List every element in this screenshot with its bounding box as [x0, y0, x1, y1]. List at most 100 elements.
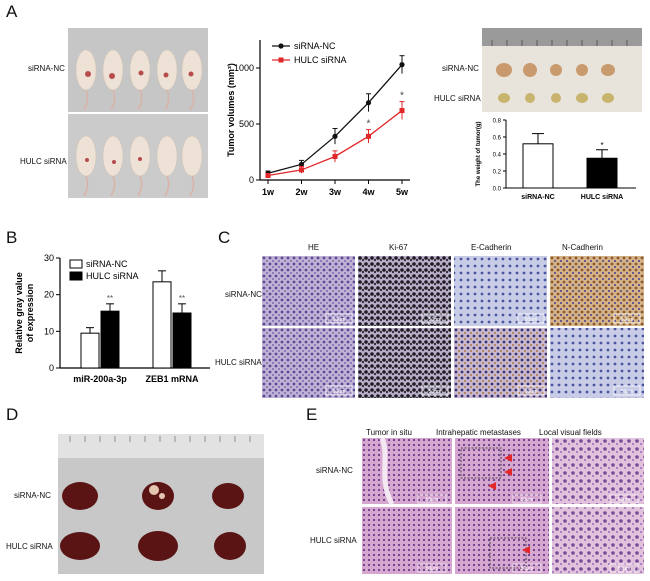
he-col-in-situ: Tumor in situ — [366, 428, 412, 437]
ihc-col-he: HE — [308, 243, 320, 252]
x-tick-label: siRNA-NC — [521, 194, 554, 201]
scale-bar-label: 50μm — [618, 566, 631, 572]
scale-bar-label: 50μm — [333, 317, 346, 323]
y-axis-label-line1: Relative gray value — [14, 272, 24, 354]
ihc-grid-illustration: 50μm 50μm 50μm 50μm 50μm 50μm 50μm 50μm — [262, 256, 644, 398]
bar — [80, 332, 100, 369]
y-tick-label: 0.6 — [493, 136, 502, 142]
panel-letter-b: B — [6, 228, 18, 247]
ihc-row-hulc: HULC siRNA — [215, 358, 262, 367]
bar — [172, 312, 192, 369]
y-tick-label: 10 — [44, 326, 54, 336]
bar — [152, 281, 172, 369]
scale-bar-label: 50μm — [621, 389, 634, 395]
tumor-label-nc: siRNA-NC — [442, 64, 479, 73]
y-tick-label: 0 — [249, 175, 254, 185]
scale-bar-label: 50μm — [429, 317, 442, 323]
tumor-label-hulc: HULC siRNA — [434, 94, 481, 103]
y-tick-label: 30 — [44, 253, 54, 263]
legend-label: HULC siRNA — [86, 271, 139, 281]
scale-bar — [609, 494, 639, 504]
y-tick-label: 20 — [44, 290, 54, 300]
scale-bar — [512, 494, 542, 504]
y-tick-label: 0.0 — [493, 187, 502, 193]
liver-photo — [58, 434, 264, 574]
data-point — [399, 62, 405, 68]
mice-photo — [68, 28, 208, 198]
data-point — [298, 161, 305, 167]
y-axis-label-line2: of expression — [25, 284, 35, 343]
x-tick-label: HULC siRNA — [581, 194, 623, 201]
tumor-photo — [482, 28, 642, 112]
scale-bar — [512, 563, 542, 573]
legend-swatch — [69, 259, 83, 269]
significance-star: * — [600, 141, 603, 150]
ihc-col-ncad: N-Cadherin — [562, 243, 603, 252]
he-image-grid: 50μm 50μm 50μm 50μm 50μm 50μm — [362, 437, 644, 574]
scale-bar — [417, 494, 447, 504]
data-point — [366, 133, 371, 139]
x-tick-label: ZEB1 mRNA — [145, 374, 199, 384]
he-col-metastases: Intrahepatic metastases — [436, 428, 521, 437]
mice-label-nc: siRNA-NC — [28, 64, 65, 73]
y-tick-label: 0.8 — [493, 119, 502, 125]
x-tick-label: 3w — [329, 187, 342, 197]
mice-illustration — [68, 28, 208, 198]
data-point — [265, 173, 271, 179]
data-point — [365, 100, 372, 106]
he-row-hulc: HULC siRNA — [310, 536, 357, 545]
he-col-local: Local visual fields — [539, 428, 602, 437]
legend-label: siRNA-NC — [86, 259, 128, 269]
liver-label-hulc: HULC siRNA — [6, 542, 53, 551]
data-point — [399, 108, 405, 114]
scale-bar-label: 50μm — [429, 389, 442, 395]
scale-bar-label: 50μm — [426, 497, 439, 503]
mice-label-hulc: HULC siRNA — [20, 157, 67, 166]
scale-bar-label: 50μm — [621, 317, 634, 323]
legend-label: siRNA-NC — [294, 41, 336, 51]
scale-bar-label: 50μm — [521, 566, 534, 572]
x-tick-label: 1w — [262, 187, 275, 197]
bar — [522, 143, 554, 189]
significance-star: * — [367, 119, 371, 130]
legend-marker — [278, 43, 284, 49]
bar — [586, 157, 618, 189]
significance-star: ** — [179, 294, 185, 303]
scale-bar-label: 50μm — [521, 497, 534, 503]
data-point — [332, 133, 338, 139]
ihc-col-ki67: Ki-67 — [389, 243, 408, 252]
gray-value-chart: 0 10 20 30 Relative gray value of expression *… — [14, 253, 210, 384]
ihc-image-grid: 50μm 50μm 50μm 50μm 50μm 50μm 50μm 50μm — [262, 256, 644, 398]
tumor-volume-chart: 0 500 1000 1w 2w 3w 4w 5w Tumor volumes (mm³) siR… — [226, 40, 410, 197]
data-point — [299, 167, 304, 173]
legend-swatch — [69, 271, 83, 281]
tumor-illustration — [482, 28, 642, 103]
tumor-weight-chart: 0.0 0.2 0.4 0.6 0.8 The weight of tumor(g) siR… — [476, 119, 636, 201]
y-tick-label: 1000 — [234, 63, 254, 73]
y-tick-label: 500 — [239, 119, 254, 129]
y-tick-label: 0.2 — [493, 170, 502, 176]
x-tick-label: miR-200a-3p — [73, 374, 127, 384]
liver-illustration — [58, 434, 264, 561]
bar — [100, 310, 120, 369]
data-point — [332, 153, 338, 159]
liver-label-nc: siRNA-NC — [14, 491, 51, 500]
scale-bar — [417, 563, 447, 573]
y-tick-label: 0 — [49, 363, 54, 373]
scale-bar-label: 50μm — [525, 389, 538, 395]
scale-bar-label: 50μm — [426, 566, 439, 572]
panel-letter-d: D — [6, 405, 19, 424]
x-tick-label: 5w — [396, 187, 409, 197]
significance-star: ** — [107, 294, 113, 303]
y-tick-label: 0.4 — [493, 153, 502, 159]
y-axis-label: The weight of tumor(g) — [476, 122, 482, 187]
scale-bar-label: 50μm — [333, 389, 346, 395]
legend-marker — [278, 57, 284, 63]
ihc-row-nc: siRNA-NC — [225, 290, 262, 299]
scale-bar-label: 50μm — [618, 497, 631, 503]
x-tick-label: 4w — [362, 187, 375, 197]
y-axis-label: Tumor volumes (mm³) — [226, 63, 236, 157]
ihc-col-ecad: E-Cadherin — [471, 243, 512, 252]
panel-letter-e: E — [306, 405, 318, 424]
scale-bar-label: 50μm — [525, 317, 538, 323]
